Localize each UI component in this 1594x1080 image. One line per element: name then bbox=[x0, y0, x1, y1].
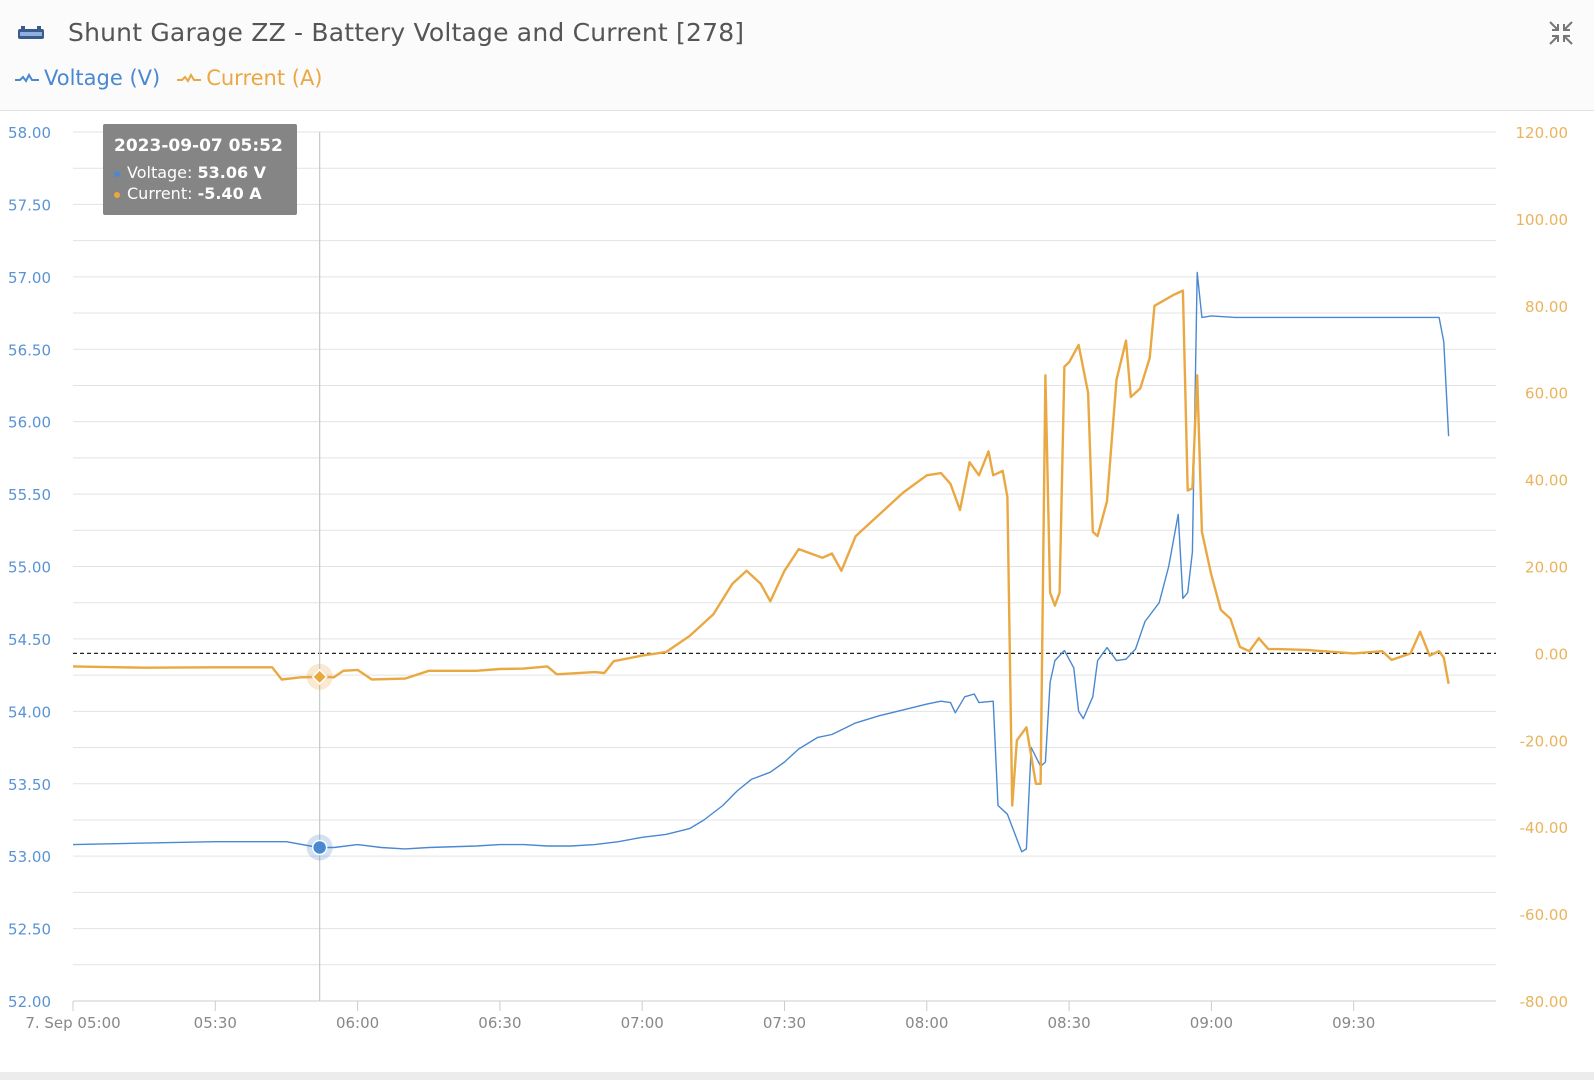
battery-shunt-icon bbox=[16, 24, 46, 42]
x-tick-label: 09:00 bbox=[1190, 1014, 1233, 1032]
y-right-tick-label: 40.00 bbox=[1525, 472, 1568, 490]
title-row: Shunt Garage ZZ - Battery Voltage and Cu… bbox=[16, 18, 744, 47]
collapse-arrows-icon bbox=[1549, 21, 1573, 45]
y-right-tick-label: 20.00 bbox=[1525, 559, 1568, 577]
y-left-tick-label: 52.50 bbox=[8, 921, 51, 939]
tooltip-voltage-row: Voltage: 53.06 V bbox=[114, 163, 266, 182]
legend-item-voltage[interactable]: Voltage (V) bbox=[14, 66, 160, 90]
tooltip-current-label: Current: bbox=[127, 184, 193, 203]
y-right-tick-label: -60.00 bbox=[1520, 906, 1568, 924]
y-right-tick-label: -20.00 bbox=[1520, 732, 1568, 750]
y-left-tick-label: 56.50 bbox=[8, 341, 51, 359]
tooltip-current-value: -5.40 A bbox=[197, 184, 262, 203]
y-right-tick-label: 120.00 bbox=[1516, 124, 1569, 142]
y-left-tick-label: 56.00 bbox=[8, 414, 51, 432]
tooltip-current-row: Current: -5.40 A bbox=[114, 184, 262, 203]
tooltip-voltage-dot bbox=[114, 170, 120, 177]
chart-svg[interactable]: 58.00 57.50 57.00 56.50 56.00 55.50 55.00 54.50… bbox=[0, 110, 1594, 1072]
y-right-tick-label: 100.00 bbox=[1516, 211, 1569, 229]
x-tick-label: 7. Sep 05:00 bbox=[25, 1014, 120, 1032]
y-right-tick-label: -80.00 bbox=[1520, 993, 1568, 1011]
tooltip-voltage-label: Voltage: bbox=[127, 163, 193, 182]
collapse-button[interactable] bbox=[1548, 20, 1574, 46]
chart-area[interactable]: 58.00 57.50 57.00 56.50 56.00 55.50 55.00 54.50… bbox=[0, 110, 1594, 1072]
voltage-series-line bbox=[72, 271, 1450, 853]
current-line-icon bbox=[177, 72, 202, 83]
y-right-tick-label: 60.00 bbox=[1525, 385, 1568, 403]
current-hover-marker bbox=[311, 668, 328, 685]
y-left-tick-label: 57.50 bbox=[8, 196, 51, 214]
y-left-tick-label: 55.00 bbox=[8, 559, 51, 577]
y-left-tick-label: 53.00 bbox=[8, 848, 51, 866]
legend-label-voltage: Voltage (V) bbox=[44, 66, 161, 90]
x-tick-label: 06:30 bbox=[478, 1014, 521, 1032]
x-tick-label: 07:00 bbox=[621, 1014, 664, 1032]
bottom-bar bbox=[0, 1072, 1594, 1080]
y-left-tick-label: 54.50 bbox=[8, 631, 51, 649]
x-tick-label: 08:30 bbox=[1047, 1014, 1090, 1032]
voltage-line-icon bbox=[15, 72, 39, 83]
x-tick-label: 09:30 bbox=[1332, 1014, 1375, 1032]
chart-tooltip: 2023-09-07 05:52 Voltage: 53.06 V Curren… bbox=[103, 124, 297, 215]
x-tick-label: 05:30 bbox=[194, 1014, 237, 1032]
current-series-line bbox=[72, 289, 1450, 807]
x-tick-label: 07:30 bbox=[763, 1014, 806, 1032]
x-tick-label: 08:00 bbox=[905, 1014, 948, 1032]
y-right-tick-label: 0.00 bbox=[1535, 645, 1568, 663]
y-right-tick-label: -40.00 bbox=[1520, 819, 1568, 837]
y-left-tick-label: 54.00 bbox=[8, 703, 51, 721]
y-left-tick-label: 53.50 bbox=[8, 776, 51, 794]
y-left-tick-label: 52.00 bbox=[8, 993, 51, 1011]
tooltip-current-dot bbox=[114, 191, 120, 198]
legend-item-current[interactable]: Current (A) bbox=[176, 66, 323, 90]
chart-legend: Voltage (V) Current (A) bbox=[14, 66, 323, 90]
x-tick-label: 06:00 bbox=[336, 1014, 379, 1032]
tooltip-datetime: 2023-09-07 05:52 bbox=[114, 136, 283, 156]
y-left-tick-label: 57.00 bbox=[8, 269, 51, 287]
chart-title: Shunt Garage ZZ - Battery Voltage and Cu… bbox=[68, 18, 745, 47]
legend-label-current: Current (A) bbox=[206, 66, 323, 90]
y-left-tick-label: 58.00 bbox=[8, 124, 51, 142]
chart-header: Shunt Garage ZZ - Battery Voltage and Cu… bbox=[0, 0, 1594, 111]
tooltip-voltage-value: 53.06 V bbox=[197, 163, 267, 182]
voltage-hover-marker bbox=[311, 839, 328, 856]
y-right-tick-label: 80.00 bbox=[1525, 298, 1568, 316]
y-left-tick-label: 55.50 bbox=[8, 486, 51, 504]
